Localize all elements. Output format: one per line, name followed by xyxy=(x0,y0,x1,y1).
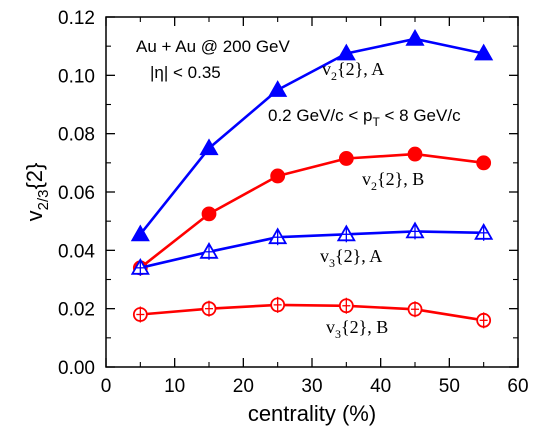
series-4 xyxy=(132,296,492,329)
y-tick-label: 0.02 xyxy=(58,300,95,321)
series-layer xyxy=(130,29,494,329)
series-label-v3-b: v3{2}, B xyxy=(326,317,388,341)
annotation-pt-sub: T xyxy=(372,115,380,129)
y-tick-label: 0.06 xyxy=(58,183,95,204)
series-line xyxy=(140,303,484,322)
y-axis-title-tail: {2} xyxy=(22,163,47,190)
data-point xyxy=(474,43,494,61)
x-tick-label: 60 xyxy=(507,376,528,397)
series-line xyxy=(139,37,484,236)
y-axis-title-sub: 2/3 xyxy=(35,190,52,211)
ticks-layer: 0 10 20 30 40 50 60 0.00 0.02 0.04 0.06 0.08 0.10 0.1… xyxy=(58,8,529,397)
y-tick-label: 0.08 xyxy=(58,125,95,146)
x-axis-title: centrality (%) xyxy=(248,401,376,426)
data-point xyxy=(270,168,286,184)
series-3 xyxy=(130,221,494,276)
series-label-v3-a: v3{2}, A xyxy=(320,246,382,270)
annotation-pt-main: 0.2 GeV/c < p xyxy=(268,106,372,125)
data-point xyxy=(407,146,423,162)
x-tick-label: 40 xyxy=(370,376,391,397)
y-tick-label: 0.00 xyxy=(58,358,95,379)
data-point xyxy=(405,29,425,46)
y-tick-label: 0.04 xyxy=(58,241,95,262)
y-tick-label: 0.12 xyxy=(58,8,95,29)
data-point xyxy=(201,206,217,222)
y-axis-title-main: v xyxy=(22,210,47,221)
data-point xyxy=(476,155,492,171)
annotation-eta: |η| < 0.35 xyxy=(150,63,221,82)
data-point xyxy=(338,151,354,166)
x-tick-label: 50 xyxy=(439,376,460,397)
x-tick-label: 0 xyxy=(101,376,112,397)
series-line xyxy=(140,230,484,270)
series-2 xyxy=(132,146,492,276)
data-point xyxy=(130,224,150,242)
x-tick-label: 10 xyxy=(164,376,185,397)
x-tick-label: 20 xyxy=(233,376,254,397)
x-tick-label: 30 xyxy=(301,376,322,397)
data-point xyxy=(268,80,288,97)
y-axis-title: v2/3{2} xyxy=(22,163,52,222)
data-point xyxy=(199,138,219,156)
series-label-v2-a: v2{2}, A xyxy=(322,59,384,83)
data-point xyxy=(336,43,356,61)
y-tick-label: 0.10 xyxy=(58,66,95,87)
series-label-v2-b: v2{2}, B xyxy=(362,169,424,193)
annotation-pt-tail: < 8 GeV/c xyxy=(380,106,461,125)
annotation-system: Au + Au @ 200 GeV xyxy=(136,37,290,56)
series-line xyxy=(139,152,484,269)
annotation-pt: 0.2 GeV/c < pT < 8 GeV/c xyxy=(268,106,461,129)
series-1 xyxy=(130,29,494,242)
